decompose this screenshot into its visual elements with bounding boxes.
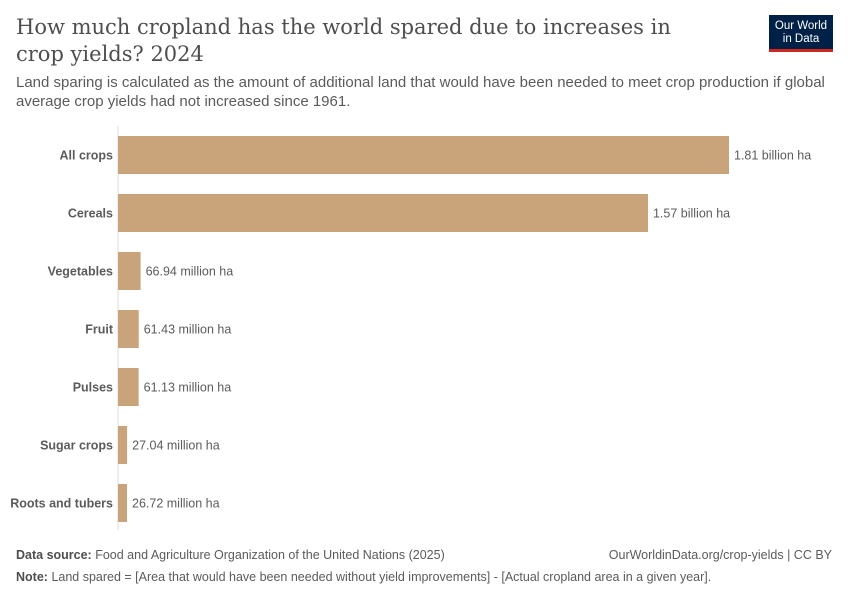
category-label: Vegetables: [48, 265, 113, 279]
chart-subtitle: Land sparing is calculated as the amount…: [16, 74, 825, 110]
data-label: 27.04 million ha: [132, 439, 220, 453]
data-label: 1.81 billion ha: [734, 149, 811, 163]
bar[interactable]: [118, 426, 128, 464]
bar[interactable]: [118, 136, 729, 174]
data-label: 1.57 billion ha: [653, 207, 730, 221]
bar[interactable]: [118, 368, 139, 406]
bar[interactable]: [118, 484, 128, 522]
data-source: Data source: Food and Agriculture Organi…: [16, 548, 445, 562]
category-label: Cereals: [68, 207, 113, 221]
category-label: Fruit: [85, 323, 114, 337]
category-label: Roots and tubers: [10, 497, 113, 511]
note-label: Note:: [16, 570, 48, 584]
bar-chart: All crops 1.81 billion ha Cereals 1.57 bill…: [10, 126, 811, 530]
data-label: 61.43 million ha: [144, 323, 232, 337]
owid-logo[interactable]: Our World in Data: [769, 15, 833, 52]
source-text: Food and Agriculture Organization of the…: [95, 548, 445, 562]
bar[interactable]: [118, 310, 139, 348]
category-label: Pulses: [73, 381, 113, 395]
source-label: Data source:: [16, 548, 92, 562]
chart-title: How much cropland has the world spared d…: [16, 15, 671, 66]
category-label: All crops: [60, 149, 114, 163]
note-text: Land spared = [Area that would have been…: [51, 570, 712, 584]
data-label: 61.13 million ha: [144, 381, 232, 395]
bar[interactable]: [118, 194, 648, 232]
source-url-link[interactable]: OurWorldinData.org/crop-yields | CC BY: [608, 548, 832, 562]
data-label: 66.94 million ha: [146, 265, 234, 279]
data-label: 26.72 million ha: [132, 497, 220, 511]
category-label: Sugar crops: [40, 439, 113, 453]
bar[interactable]: [118, 252, 141, 290]
note: Note: Land spared = [Area that would hav…: [16, 570, 711, 584]
